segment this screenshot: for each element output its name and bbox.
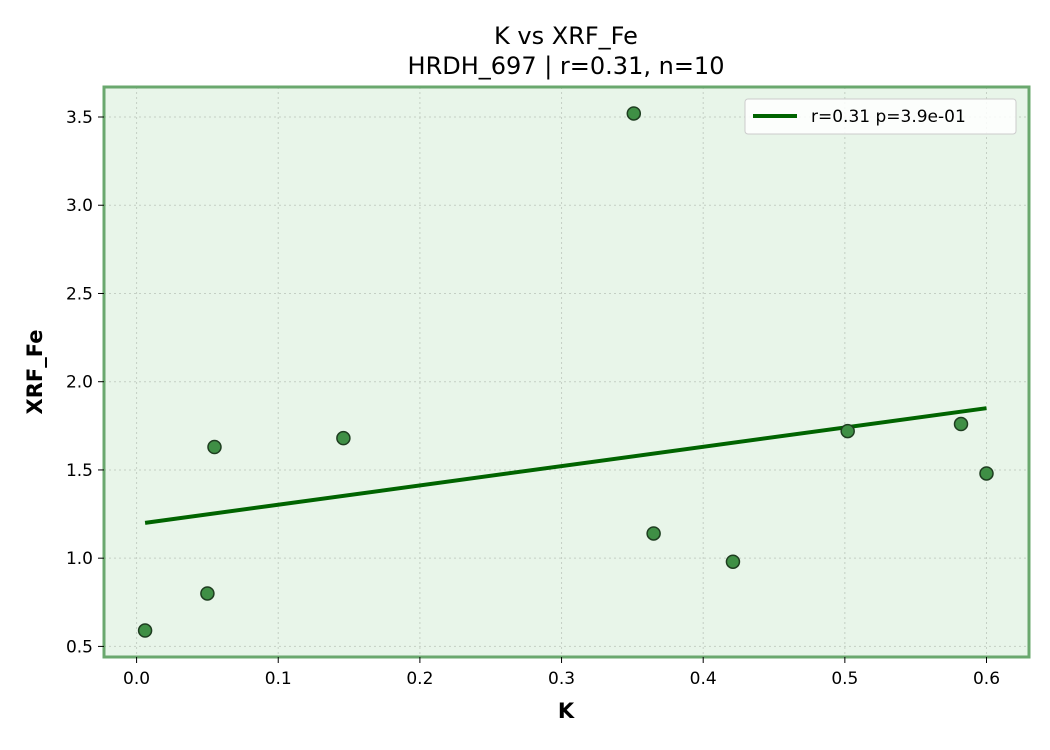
y-tick-label: 2.0 xyxy=(66,373,93,393)
data-point xyxy=(646,526,661,541)
x-tick-label: 0.4 xyxy=(690,669,717,689)
y-tick-label: 2.5 xyxy=(66,284,93,304)
legend-box xyxy=(744,98,1017,135)
y-axis-label: XRF_Fe xyxy=(23,330,47,415)
x-tick-label: 0.1 xyxy=(265,669,292,689)
x-axis-label: K xyxy=(558,699,575,723)
x-tick-label: 0.3 xyxy=(548,669,575,689)
data-point xyxy=(953,416,969,432)
data-point xyxy=(840,423,855,439)
y-tick-label: 1.0 xyxy=(66,549,93,569)
legend: r=0.31 p=3.9e-01 xyxy=(744,98,1017,135)
x-tick-label: 0.6 xyxy=(973,669,1000,689)
data-point xyxy=(207,439,222,455)
data-point xyxy=(200,586,215,601)
y-tick-label: 3.5 xyxy=(66,108,93,128)
data-point xyxy=(725,554,741,569)
y-tick-label: 0.5 xyxy=(66,637,93,657)
data-point xyxy=(979,466,994,481)
chart-title: K vs XRF_Fe xyxy=(494,22,638,50)
y-tick-label: 1.5 xyxy=(66,461,93,481)
legend-label: r=0.31 p=3.9e-01 xyxy=(811,107,966,127)
data-point xyxy=(626,106,642,121)
points-layer xyxy=(137,106,994,638)
axis-ticks: 0.0 0.1 0.2 0.3 0.4 0.5 0.6 0.5 1.0 1.5 2.0 2.5 3.0 3… xyxy=(66,108,1000,689)
x-tick-label: 0.5 xyxy=(831,669,858,689)
chart-subtitle: HRDH_697 | r=0.31, n=10 xyxy=(408,52,725,80)
plot-frame xyxy=(102,85,1031,659)
y-tick-label: 3.0 xyxy=(66,196,93,216)
data-point xyxy=(137,623,153,638)
plot-area xyxy=(104,87,1029,657)
x-tick-label: 0.0 xyxy=(123,669,150,689)
x-tick-label: 0.2 xyxy=(406,669,433,689)
data-point xyxy=(336,430,351,446)
